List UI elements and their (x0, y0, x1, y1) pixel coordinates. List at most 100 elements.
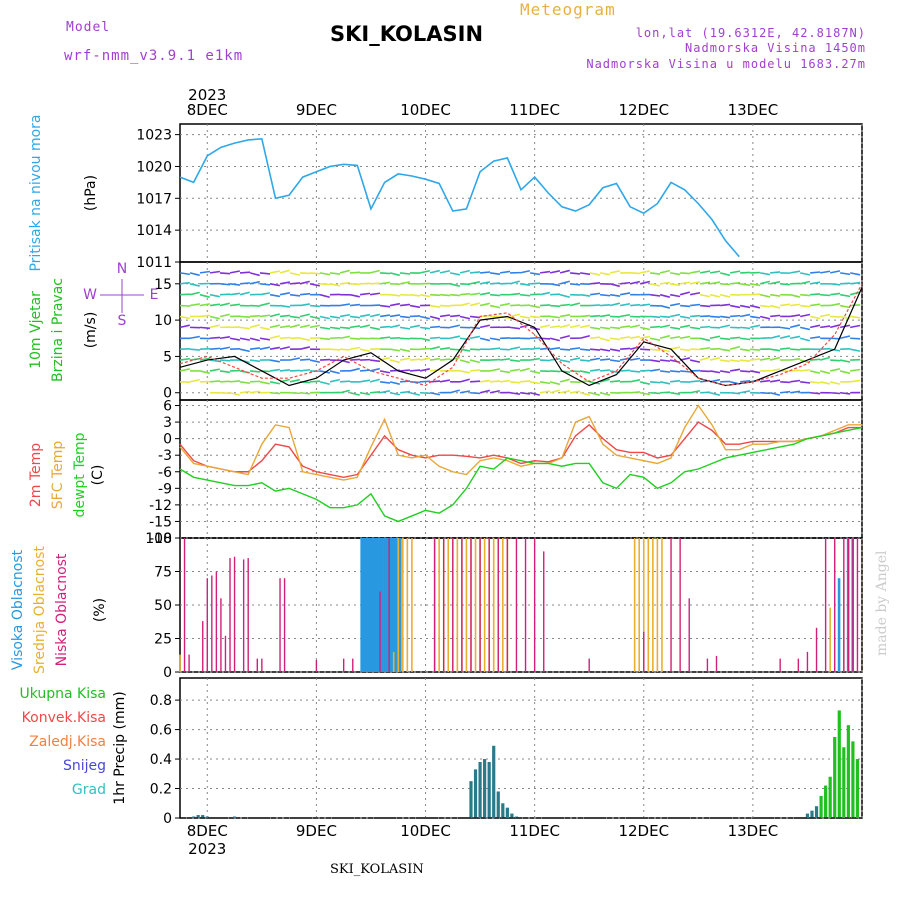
wind-arrow (289, 369, 301, 372)
wind-arrow (629, 335, 641, 340)
date-label-top: 13DEC (728, 101, 779, 119)
wind-arrow (419, 326, 431, 330)
wind-arrow (810, 271, 821, 274)
wind-arrow (289, 357, 300, 361)
wind-arrow (279, 369, 291, 372)
wind-arrow (820, 381, 831, 385)
wind-arrow (269, 270, 280, 274)
precip-legend-item: Zaledj.Kisa (29, 734, 106, 750)
wind-arrow (450, 348, 461, 351)
precip-bar (196, 815, 200, 818)
wind-arrow (769, 356, 781, 361)
wind-arrow (279, 336, 291, 340)
wind-arrow (720, 348, 731, 352)
wind-arrow (499, 270, 511, 274)
compass-s: S (118, 313, 127, 329)
precip-legend-item: Snijeg (63, 758, 106, 774)
wind-arrow (379, 336, 391, 340)
wind-arrow (519, 269, 531, 274)
wind-arrow (629, 324, 641, 329)
cloud-ytick-label: 75 (154, 565, 172, 581)
wind-arrow (199, 326, 211, 330)
wind-arrow (549, 389, 560, 394)
wind-arrow (329, 315, 341, 319)
wind-arrow (640, 369, 651, 372)
precip-bar (492, 745, 496, 818)
wind-arrow (399, 281, 411, 285)
wind-arrow (850, 337, 861, 340)
wind-arrow (259, 337, 271, 341)
date-label-bottom: 9DEC (296, 822, 337, 840)
wind-arrow (599, 272, 611, 276)
wind-arrow (459, 359, 470, 364)
precip-ytick-label: 0.2 (150, 782, 172, 798)
wind-arrow (329, 336, 341, 340)
precip-bar (232, 816, 237, 818)
wind-arrow (669, 313, 681, 318)
wind-arrow (229, 303, 241, 307)
wind-arrow (259, 292, 271, 296)
wind-arrow (720, 303, 731, 307)
wind-arrow (309, 304, 321, 308)
wind-arrow (539, 291, 551, 296)
precip-bar (846, 725, 850, 818)
wind-arrow (219, 391, 231, 395)
wind-arrow (799, 337, 811, 342)
wind-arrow (319, 326, 331, 330)
high-cloud-bar (364, 538, 368, 672)
wind-arrow (620, 336, 631, 340)
wind-arrow (439, 347, 451, 350)
wind-arrow (299, 313, 310, 318)
high-cloud-bar (374, 538, 377, 672)
wind-arrow (829, 381, 841, 385)
wind-arrow (309, 283, 320, 287)
wind-arrow (410, 315, 421, 318)
wind-arrow (319, 381, 330, 386)
cloud-ytick-label: 50 (154, 598, 172, 614)
wind-arrow (840, 282, 851, 285)
wind-arrow (489, 272, 501, 275)
wind-arrow (369, 292, 381, 296)
wind-arrow (569, 324, 581, 329)
wind-arrow (770, 379, 781, 383)
wind-arrow (449, 335, 461, 340)
wind-arrow (539, 381, 551, 385)
wind-arrow (269, 324, 280, 329)
wind-arrow (840, 304, 851, 309)
wind-arrow (790, 390, 801, 394)
wind-arrow (810, 303, 821, 307)
wind-arrow (760, 304, 771, 308)
wind-arrow (279, 325, 291, 329)
precip-bar (833, 736, 837, 818)
precip-bar (828, 776, 832, 818)
wind-arrow (660, 391, 671, 394)
wind-arrow (459, 269, 470, 274)
wind-arrow (700, 315, 711, 318)
precip-ytick-label: 0.6 (150, 723, 172, 739)
wind-arrow (650, 325, 661, 329)
wind-arrow (339, 313, 351, 318)
high-cloud-bar (371, 538, 375, 672)
wind-arrow (429, 269, 440, 274)
wind-arrow (329, 370, 340, 375)
wind-arrow (609, 348, 621, 352)
wind-arrow (550, 315, 561, 319)
wind-arrow (759, 293, 771, 298)
wind-arrow (479, 292, 491, 296)
cloud-ytick-label: 25 (154, 632, 172, 648)
wind-arrow (579, 391, 591, 396)
wind-arrow (509, 292, 521, 296)
precip-bar (824, 785, 828, 818)
wind-arrow (490, 282, 501, 285)
wind-arrow (680, 348, 691, 352)
wind-arrow (700, 304, 711, 308)
wind-arrow (650, 391, 661, 395)
wind-arrow (519, 282, 531, 286)
wind-arrow (209, 368, 220, 372)
wind-arrow (840, 272, 851, 276)
wind-arrow (379, 272, 391, 275)
wind-arrow (829, 324, 841, 329)
wind-arrow (830, 391, 841, 395)
wind-arrow (709, 335, 721, 340)
wind-arrow (649, 337, 661, 341)
